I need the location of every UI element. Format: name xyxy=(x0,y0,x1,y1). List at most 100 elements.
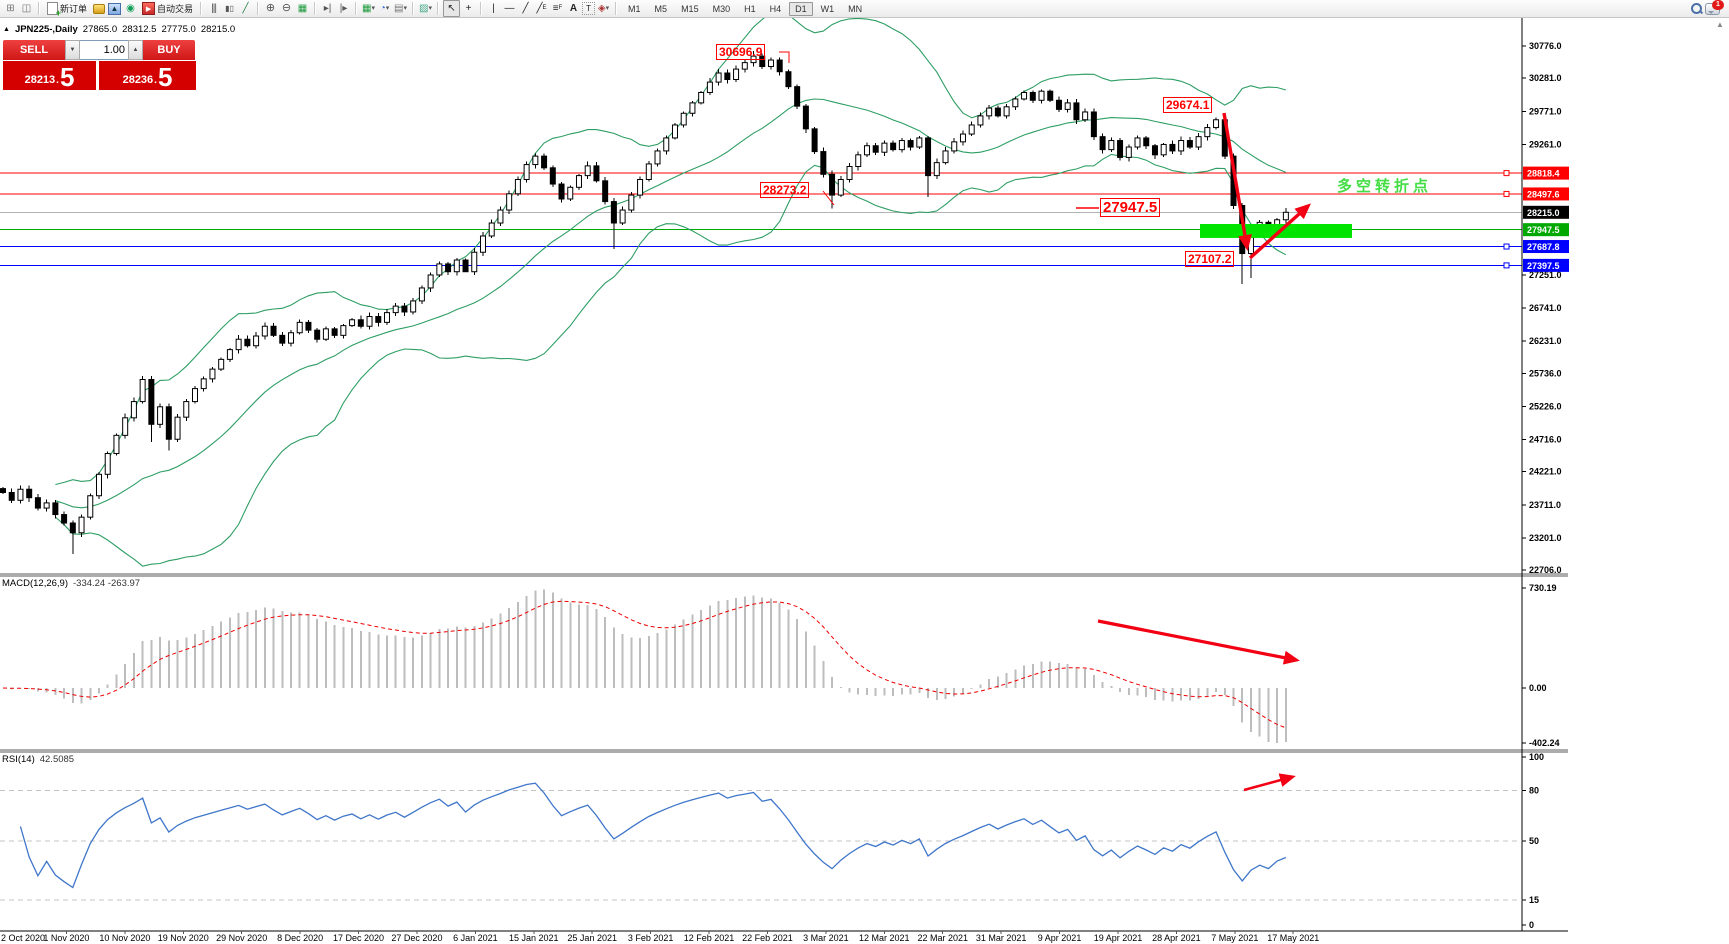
templates-dropdown-icon[interactable]: ▤ ▾ xyxy=(394,3,408,14)
macd-header: MACD(12,26,9) -334.24 -263.97 xyxy=(2,578,140,589)
svg-text:29771.0: 29771.0 xyxy=(1529,106,1562,116)
one-click-trading-panel: SELL ▼ ▲ BUY 28213 . 5 28236 . 5 xyxy=(3,40,197,90)
new-order-button[interactable]: 新订单 xyxy=(44,1,90,18)
svg-text:28818.4: 28818.4 xyxy=(1527,169,1560,179)
crosshair-tool-icon[interactable]: + xyxy=(465,3,472,14)
annotation-crash-low-price[interactable]: 27107.2 xyxy=(1185,251,1235,267)
vertical-line-tool-icon[interactable]: | xyxy=(492,3,495,14)
rsi-header: RSI(14) 42.5085 xyxy=(2,754,74,765)
publish-chart-icon[interactable]: ▲ xyxy=(107,1,122,16)
timeframe-button-M5[interactable]: M5 xyxy=(654,3,668,14)
candlestick-chart-icon[interactable]: ▮▯ xyxy=(225,4,234,13)
svg-text:22 Feb 2021: 22 Feb 2021 xyxy=(742,933,793,943)
timeframe-button-M1[interactable]: M1 xyxy=(628,3,641,14)
svg-text:27251.0: 27251.0 xyxy=(1529,270,1562,280)
svg-text:8 Dec 2020: 8 Dec 2020 xyxy=(277,933,323,943)
bollinger-bands xyxy=(54,18,1287,567)
buy-button[interactable]: BUY xyxy=(143,40,195,60)
macd-name: MACD(12,26,9) xyxy=(2,578,68,589)
auto-trading-icon: ▶ xyxy=(142,2,156,15)
annotation-support-price[interactable]: 27947.5 xyxy=(1100,198,1161,217)
svg-text:12 Mar 2021: 12 Mar 2021 xyxy=(859,933,910,943)
auto-scroll-icon[interactable]: |▸ xyxy=(339,3,348,14)
search-icon[interactable] xyxy=(1689,1,1704,16)
rsi-pane: 100 80 50 15 0 xyxy=(0,752,1544,930)
volume-decrease-button[interactable]: ▼ xyxy=(65,40,80,60)
svg-text:24221.0: 24221.0 xyxy=(1529,467,1562,477)
cursor-tool-icon[interactable]: ↖ xyxy=(443,0,461,17)
periods-dropdown-icon[interactable]: ◔ ▾ xyxy=(379,3,390,14)
chart-scroll-up-icon[interactable]: ▲ xyxy=(1716,20,1724,29)
svg-text:26741.0: 26741.0 xyxy=(1529,303,1562,313)
volume-input[interactable] xyxy=(80,40,128,60)
rsi-value: 42.5085 xyxy=(39,754,75,765)
annotation-connectors xyxy=(779,51,1099,209)
timeframe-button-H1[interactable]: H1 xyxy=(744,3,756,14)
timeframe-button-M15[interactable]: M15 xyxy=(681,3,699,14)
sell-price-main: 28213 xyxy=(24,74,56,86)
svg-text:80: 80 xyxy=(1529,786,1539,796)
tile-windows-icon[interactable]: ▦ xyxy=(297,3,308,14)
toolbar-separator xyxy=(480,2,483,15)
toolbar-separator xyxy=(314,2,317,15)
svg-text:12 Feb 2021: 12 Feb 2021 xyxy=(684,933,735,943)
shapes-dropdown-icon[interactable]: ◈ ▾ xyxy=(597,3,610,14)
new-chart-dropdown-icon[interactable]: ▦ ▾ xyxy=(362,3,376,14)
svg-text:0.00: 0.00 xyxy=(1529,683,1547,693)
toolbar-separator xyxy=(257,2,260,15)
profile-icon[interactable]: ◫ xyxy=(21,3,32,14)
fibonacci-tool-icon[interactable]: ≡ F xyxy=(552,3,563,14)
trendline-tool-icon[interactable]: ╱ xyxy=(522,3,529,14)
sell-price-tile[interactable]: 28213 . 5 xyxy=(3,61,96,90)
timeframe-button-D1[interactable]: D1 xyxy=(789,1,813,16)
buy-price-tile[interactable]: 28236 . 5 xyxy=(99,61,196,90)
label-tool-icon[interactable]: T xyxy=(582,2,596,15)
auto-trading-label: 自动交易 xyxy=(157,4,194,14)
horizontal-line-tool-icon[interactable]: — xyxy=(504,3,515,14)
trend-arrows xyxy=(1222,112,1311,260)
new-window-icon[interactable]: ⊞ xyxy=(6,3,15,14)
svg-text:23711.0: 23711.0 xyxy=(1529,500,1561,510)
buy-price-pip: 5 xyxy=(157,62,173,92)
svg-text:27397.5: 27397.5 xyxy=(1527,261,1560,271)
candlesticks xyxy=(0,51,1289,555)
chart-mode-dropdown-icon[interactable]: ▨ ▾ xyxy=(419,3,433,14)
annotation-swing-high-price[interactable]: 29674.1 xyxy=(1163,97,1213,113)
svg-text:28497.6: 28497.6 xyxy=(1527,189,1560,199)
new-order-icon xyxy=(47,2,61,18)
notifications-icon[interactable]: 1 xyxy=(1705,0,1724,16)
svg-text:29261.0: 29261.0 xyxy=(1529,139,1562,149)
svg-text:2 Oct 2020: 2 Oct 2020 xyxy=(1,933,45,943)
text-tool-icon[interactable]: A xyxy=(569,3,578,14)
volume-increase-button[interactable]: ▲ xyxy=(128,40,143,60)
zoom-in-icon[interactable]: ⊕ xyxy=(265,2,276,14)
bar-chart-icon[interactable]: ||| xyxy=(211,3,217,14)
sell-button[interactable]: SELL xyxy=(3,40,65,60)
zone-band[interactable] xyxy=(1200,223,1352,238)
chart-shift-icon[interactable]: ▸| xyxy=(323,3,332,14)
annotation-peak-price[interactable]: 30696.9 xyxy=(716,44,766,60)
timeframe-button-W1[interactable]: W1 xyxy=(820,3,835,14)
zoom-out-icon[interactable]: ⊖ xyxy=(281,2,292,14)
line-chart-icon[interactable]: ╱ xyxy=(242,3,249,14)
symbol-collapse-icon[interactable]: ▲ xyxy=(3,26,10,33)
auto-trading-button[interactable]: ▶ 自动交易 xyxy=(139,1,196,16)
timeframe-button-M30[interactable]: M30 xyxy=(712,3,731,14)
svg-text:23201.0: 23201.0 xyxy=(1529,533,1562,543)
channel-tool-icon[interactable]: ╱ E xyxy=(536,3,547,14)
timeframe-button-H4[interactable]: H4 xyxy=(769,3,782,14)
svg-text:24716.0: 24716.0 xyxy=(1529,435,1562,445)
toolbar-separator xyxy=(355,2,358,15)
svg-text:730.19: 730.19 xyxy=(1529,583,1557,593)
svg-text:3 Mar 2021: 3 Mar 2021 xyxy=(803,933,849,943)
ohlc-low: 27775.0 xyxy=(161,24,196,35)
timeframe-button-MN[interactable]: MN xyxy=(848,3,863,14)
annotation-zone-text[interactable]: 多空转折点 xyxy=(1337,178,1433,195)
annotation-pullback-low-price[interactable]: 28273.2 xyxy=(760,182,810,198)
svg-text:30776.0: 30776.0 xyxy=(1529,41,1562,51)
macd-values: -334.24 -263.97 xyxy=(73,578,141,589)
chart-canvas[interactable]: 30776.0 30281.0 29771.0 29261.0 27251.0 26741… xyxy=(0,18,1729,944)
history-center-icon[interactable] xyxy=(91,1,106,16)
ohlc-close: 28215.0 xyxy=(200,24,236,35)
signals-icon[interactable]: ◉ xyxy=(126,3,135,14)
